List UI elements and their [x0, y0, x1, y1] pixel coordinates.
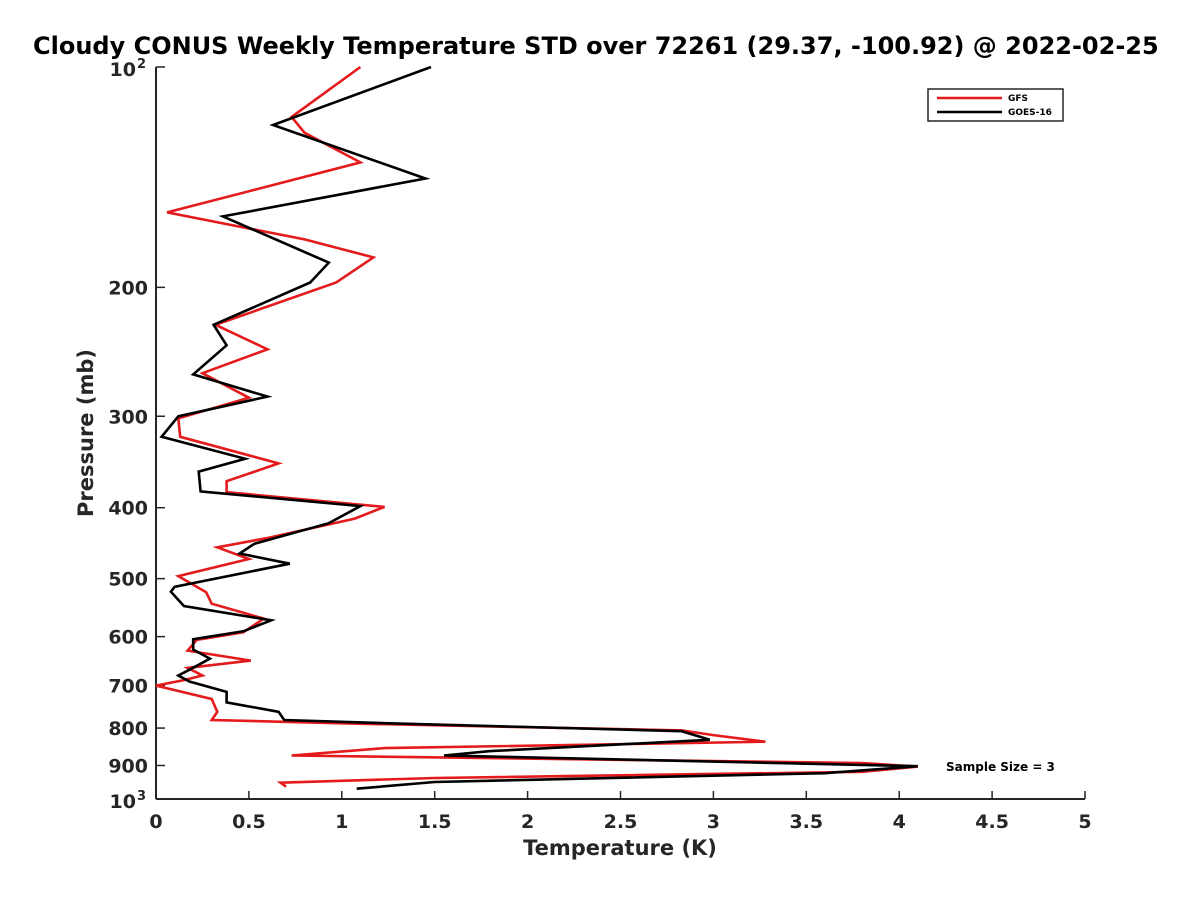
x-tick-label: 2 — [521, 811, 534, 833]
y-tick-exponent: 3 — [137, 789, 146, 804]
legend-label: GFS — [1008, 94, 1028, 104]
x-tick-label: 4 — [893, 811, 906, 833]
series-line-gfs — [155, 65, 918, 788]
x-tick-label: 3 — [707, 811, 720, 833]
y-tick-base: 10 — [110, 791, 136, 813]
y-tick-label: 10 — [110, 791, 136, 813]
x-tick-label: 1.5 — [418, 811, 452, 833]
y-tick-label: 500 — [108, 569, 148, 591]
sample-size-annotation: Sample Size = 3 — [946, 760, 1055, 774]
y-tick-label: 800 — [108, 718, 148, 740]
legend: GFS GOES-16 — [927, 88, 1064, 122]
series-line-goes-16 — [159, 65, 918, 790]
x-tick-label: 2.5 — [604, 811, 638, 833]
series-lines — [155, 65, 918, 790]
x-tick-label: 0.5 — [232, 811, 266, 833]
legend-box — [927, 88, 1064, 122]
x-tick-label: 4.5 — [975, 811, 1009, 833]
x-tick-label: 3.5 — [789, 811, 823, 833]
legend-label: GOES-16 — [1008, 108, 1052, 118]
y-tick-label: 400 — [108, 498, 148, 520]
x-tick-label: 0 — [149, 811, 162, 833]
y-axis-label: Pressure (mb) — [74, 349, 98, 517]
chart-title: Cloudy CONUS Weekly Temperature STD over… — [33, 32, 1159, 60]
x-axis-label: Temperature (K) — [523, 836, 717, 860]
y-tick-label: 10 — [110, 59, 136, 81]
x-tick-label: 5 — [1078, 811, 1091, 833]
x-ticks: 0 0.5 1 1.5 2 2.5 3 3.5 4 4.5 5 — [149, 791, 1092, 833]
y-tick-label: 700 — [108, 676, 148, 698]
y-tick-label: 200 — [108, 277, 148, 299]
y-tick-label: 900 — [108, 756, 148, 778]
y-tick-exponent: 2 — [137, 57, 146, 72]
y-tick-label: 300 — [108, 406, 148, 428]
y-tick-base: 10 — [110, 59, 136, 81]
x-tick-label: 1 — [335, 811, 348, 833]
plot-area: 0 0.5 1 1.5 2 2.5 3 3.5 4 4.5 5 10 2200300400500600… — [108, 57, 1091, 833]
y-tick-label: 600 — [108, 627, 148, 649]
